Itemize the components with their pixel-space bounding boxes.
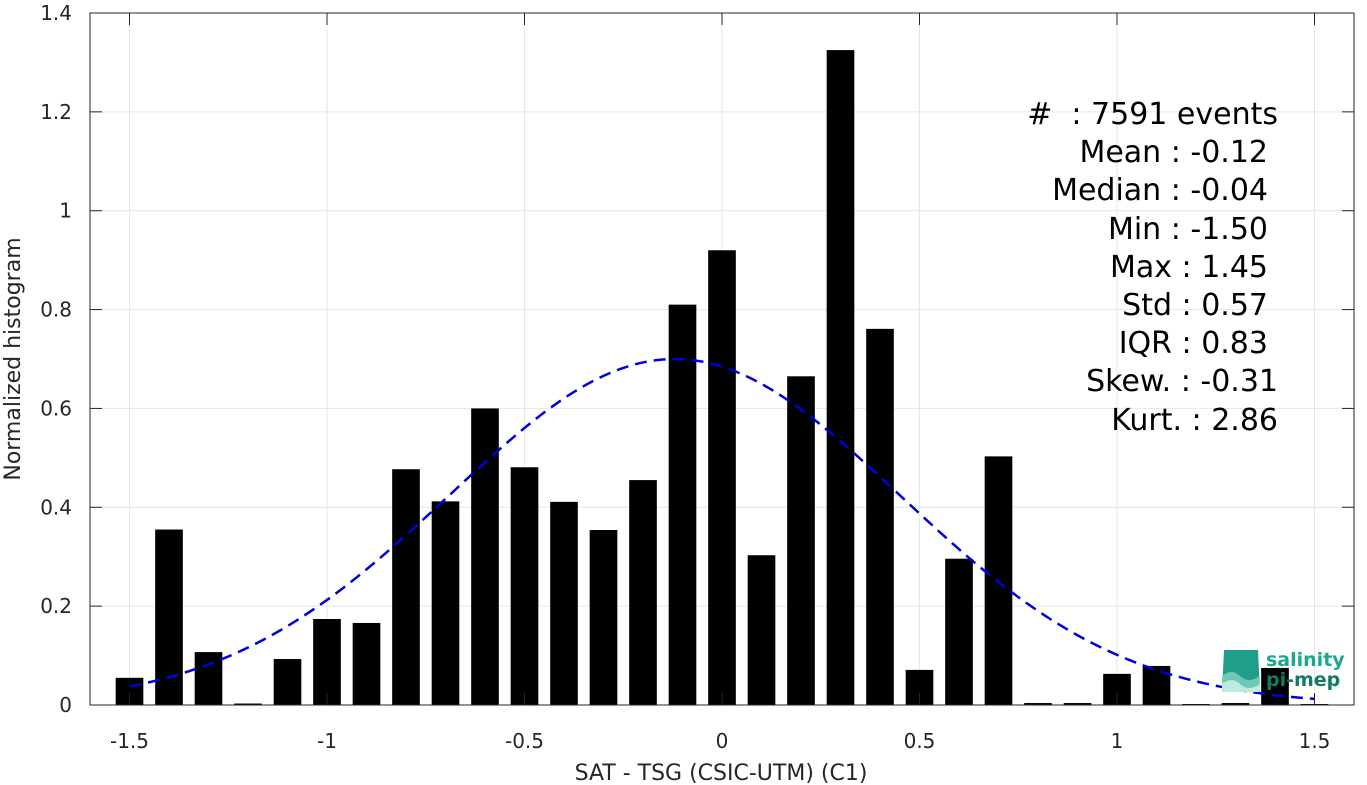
histogram-bar-2 — [194, 652, 223, 705]
y-tick-label-5: 1 — [59, 199, 72, 223]
stat-kurt: Kurt. : 2.86 — [1111, 402, 1278, 438]
normal-fit-line — [129, 357, 1315, 701]
salinity-pi-mep-logo: salinity pi-mep — [1218, 646, 1348, 696]
stat-min: Min : -1.50 — [1107, 211, 1268, 247]
y-tick-label-7: 1.4 — [40, 1, 72, 25]
histogram-bar-19 — [866, 328, 894, 705]
histogram-bar-24 — [1063, 703, 1092, 705]
y-tick-label-6: 1.2 — [40, 100, 72, 124]
histogram-bar-5 — [313, 618, 341, 705]
histogram-bar-3 — [234, 703, 262, 705]
y-tick-label-0: 0 — [59, 693, 72, 717]
y-tick-label-2: 0.4 — [40, 495, 72, 519]
histogram-bar-28 — [1221, 703, 1250, 705]
histogram-bar-17 — [787, 376, 815, 705]
stat-skew: Skew. : -0.31 — [1086, 364, 1278, 400]
y-tick-label-4: 0.8 — [40, 298, 72, 322]
histogram-bar-10 — [510, 467, 539, 705]
y-axis-label: Normalized histogram — [1, 237, 26, 480]
x-tick-label-5: 1 — [1111, 729, 1124, 753]
histogram-bars — [115, 50, 1329, 706]
stat-events: # : 7591 events — [1027, 97, 1278, 132]
y-tick-label-3: 0.6 — [40, 396, 72, 420]
y-axis-ticks: 0 0.2 0.4 0.6 0.8 1 1.2 1.4 — [40, 1, 1354, 717]
histogram-bar-14 — [668, 304, 697, 705]
histogram-bar-9 — [471, 408, 499, 705]
logo-line2: pi-mep — [1266, 669, 1341, 691]
stat-max: Max : 1.45 — [1110, 249, 1268, 285]
histogram-bar-8 — [431, 501, 460, 705]
x-tick-label-4: 0.5 — [904, 729, 936, 753]
x-axis-label: SAT - TSG (CSIC-UTM) (C1) — [575, 761, 868, 785]
histogram-bar-21 — [945, 558, 973, 705]
histogram-bar-16 — [747, 555, 776, 705]
histogram-bar-4 — [273, 659, 302, 705]
histogram-bar-13 — [629, 480, 657, 705]
histogram-bar-7 — [392, 469, 420, 705]
histogram-bar-15 — [708, 250, 736, 705]
stat-median: Median : -0.04 — [1052, 173, 1268, 209]
x-tick-label-0: -1.5 — [110, 729, 149, 753]
x-tick-label-2: -0.5 — [505, 729, 544, 753]
stat-std: Std : 0.57 — [1122, 288, 1268, 324]
x-tick-label-1: -1 — [317, 729, 337, 753]
histogram-bar-23 — [1024, 703, 1052, 705]
stat-iqr: IQR : 0.83 — [1118, 326, 1268, 362]
grid-lines — [90, 12, 1354, 706]
x-tick-label-3: 0 — [716, 729, 729, 753]
histogram-bar-18 — [826, 50, 855, 706]
y-tick-label-1: 0.2 — [40, 594, 72, 618]
statistics-box: # : 7591 events Mean : -0.12 Median : -0… — [1000, 96, 1278, 440]
wave-logo-icon — [1222, 650, 1260, 692]
stat-mean: Mean : -0.12 — [1079, 135, 1268, 171]
normal-fit-curve — [129, 357, 1315, 701]
x-tick-label-6: 1.5 — [1299, 729, 1331, 753]
logo-line1: salinity — [1266, 649, 1345, 671]
histogram-bar-6 — [352, 622, 381, 705]
histogram-bar-29 — [1261, 667, 1289, 705]
x-axis-ticks: -1.5 -1 -0.5 0 0.5 1 1.5 — [110, 13, 1330, 753]
histogram-bar-11 — [550, 501, 578, 705]
histogram-bar-12 — [589, 530, 618, 705]
